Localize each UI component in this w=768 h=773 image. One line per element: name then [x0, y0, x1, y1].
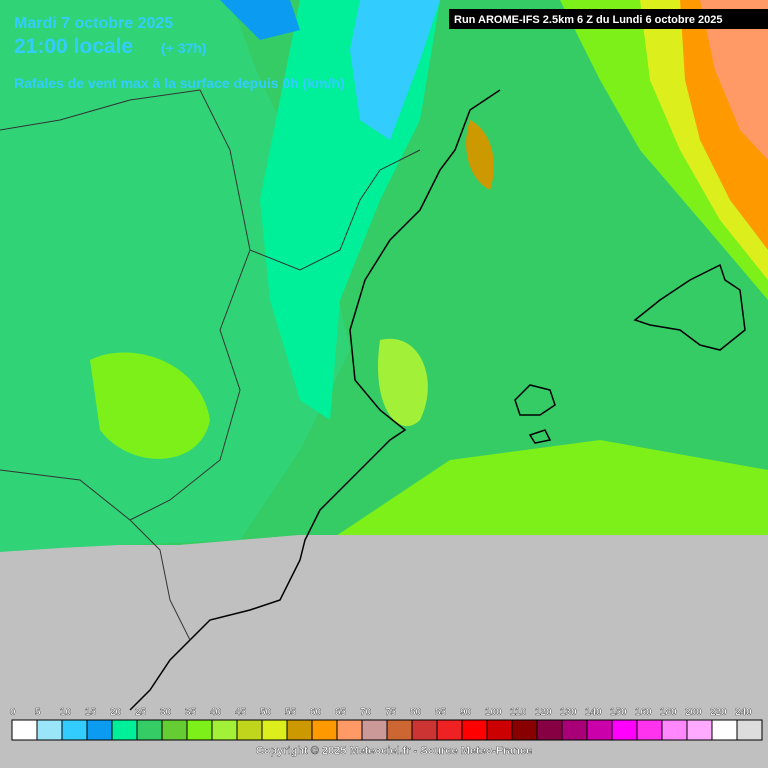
legend-swatch — [286, 719, 313, 741]
legend-label: 110 — [510, 707, 527, 718]
legend-label: 45 — [235, 707, 247, 718]
legend-label: 15 — [85, 707, 97, 718]
legend-label: 90 — [460, 707, 472, 718]
run-info: Run AROME-IFS 2.5km 6 Z du Lundi 6 octob… — [454, 14, 723, 26]
run-box — [449, 9, 768, 29]
legend-label: 65 — [335, 707, 347, 718]
parameter: Rafales de vent max à la surface depuis … — [14, 75, 345, 91]
legend-label: 140 — [585, 707, 602, 718]
legend-label: 180 — [660, 707, 677, 718]
legend-swatch — [336, 719, 363, 741]
legend-label: 85 — [435, 707, 447, 718]
legend-swatch — [436, 719, 463, 741]
legend-label: 70 — [360, 707, 372, 718]
legend-label: 60 — [310, 707, 322, 718]
legend-label: 220 — [710, 707, 727, 718]
legend-swatch — [611, 719, 638, 741]
legend-swatch — [511, 719, 538, 741]
legend-swatch — [736, 719, 763, 741]
legend-label: 35 — [185, 707, 197, 718]
legend-swatch — [211, 719, 238, 741]
legend-swatch — [61, 719, 88, 741]
legend-label: 50 — [260, 707, 272, 718]
legend-label: 240 — [735, 707, 752, 718]
legend-label: 130 — [560, 707, 577, 718]
legend-swatch — [261, 719, 288, 741]
legend-swatch — [311, 719, 338, 741]
legend-label: 200 — [685, 707, 702, 718]
legend-label: 30 — [160, 707, 172, 718]
borders — [0, 89, 421, 641]
legend-label: 5 — [35, 707, 41, 718]
legend-swatch — [136, 719, 163, 741]
date: Mardi 7 octobre 2025 — [14, 15, 173, 32]
legend-swatch — [661, 719, 688, 741]
legend-swatch — [461, 719, 488, 741]
legend-swatch — [536, 719, 563, 741]
legend-label: 120 — [535, 707, 552, 718]
legend-label: 55 — [285, 707, 297, 718]
copyright: Copyright © 2025 Meteociel.fr - Source M… — [256, 745, 532, 757]
legend-label: 80 — [410, 707, 422, 718]
legend-label: 10 — [60, 707, 72, 718]
time: 21:00 locale — [14, 35, 133, 58]
legend-swatch — [86, 719, 113, 741]
legend-label: 150 — [610, 707, 627, 718]
legend-swatch — [236, 719, 263, 741]
legend-label: 40 — [210, 707, 222, 718]
legend-swatch — [711, 719, 738, 741]
legend-swatch — [561, 719, 588, 741]
legend-swatch — [411, 719, 438, 741]
legend-label: 100 — [485, 707, 502, 718]
legend-label: 160 — [635, 707, 652, 718]
legend-label: 75 — [385, 707, 397, 718]
legend-swatch — [636, 719, 663, 741]
legend-swatch — [111, 719, 138, 741]
legend-swatch — [186, 719, 213, 741]
legend-swatch — [686, 719, 713, 741]
legend: 0 5 10 15 20 25 30 35 40 45 50 55 60 65 70 75 80 85 90 100 1… — [10, 707, 763, 741]
coastline — [129, 89, 746, 711]
legend-label: 0 — [10, 707, 16, 718]
legend-swatch — [36, 719, 63, 741]
legend-swatch — [11, 719, 38, 741]
legend-swatch — [361, 719, 388, 741]
legend-swatch — [386, 719, 413, 741]
legend-label: 25 — [135, 707, 147, 718]
legend-swatch — [486, 719, 513, 741]
legend-label: 20 — [110, 707, 122, 718]
legend-swatch — [586, 719, 613, 741]
lead-time: (+ 37h) — [161, 40, 207, 56]
legend-swatch — [161, 719, 188, 741]
